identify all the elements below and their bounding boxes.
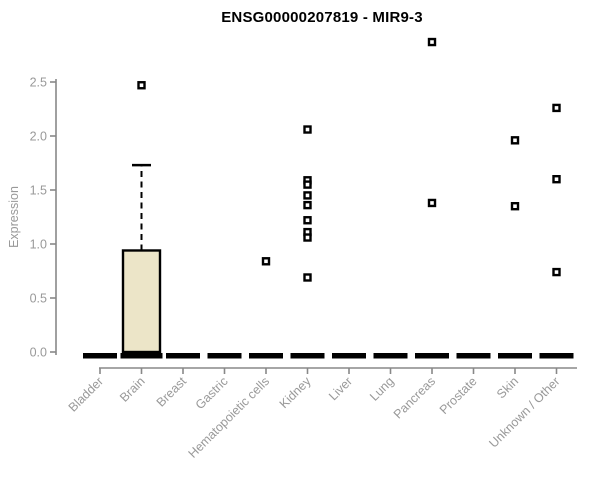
x-tick-label: Bladder — [66, 374, 106, 414]
outlier-point — [303, 216, 312, 225]
y-tick-label: 0.5 — [30, 292, 47, 306]
outlier-point — [552, 267, 561, 277]
outlier-point — [510, 201, 520, 211]
x-tick-label: Breast — [154, 374, 190, 410]
median-bar — [120, 353, 163, 359]
outlier-point — [303, 233, 312, 242]
median-bar — [290, 353, 325, 359]
x-tick-label: Prostate — [437, 374, 480, 417]
median-bar — [207, 353, 242, 359]
x-tick-label: Unknown / Other — [486, 374, 562, 450]
outlier-point — [427, 198, 437, 208]
median-bar — [456, 353, 491, 359]
median-bar — [332, 353, 366, 359]
median-bar — [166, 353, 200, 359]
outlier-point — [303, 273, 312, 282]
outlier-point — [552, 174, 561, 184]
x-tick-label: Gastric — [193, 374, 231, 412]
median-bar — [249, 353, 283, 359]
median-bar — [83, 353, 117, 359]
outlier-point — [303, 125, 312, 134]
y-tick-label: 0.0 — [30, 346, 47, 360]
outlier-point — [303, 191, 312, 200]
outlier-point — [510, 136, 520, 145]
x-tick-label: Pancreas — [391, 374, 438, 421]
x-tick-label: Skin — [494, 374, 521, 401]
y-tick-label: 2.5 — [30, 76, 47, 90]
box — [121, 249, 162, 354]
outlier-point — [552, 103, 561, 113]
median-bar — [498, 353, 532, 359]
y-tick-label: 1.5 — [30, 184, 47, 198]
median-bar — [539, 353, 574, 359]
x-tick-label: Brain — [117, 374, 148, 405]
chart-title: ENSG00000207819 - MIR9-3 — [221, 9, 423, 26]
y-tick-label: 1.0 — [30, 238, 47, 252]
x-tick-label: Lung — [367, 374, 397, 404]
median-bar — [373, 353, 408, 359]
median-bar — [415, 353, 449, 359]
outlier-point — [303, 180, 312, 189]
x-tick-label: Hematopoietic cells — [186, 374, 273, 461]
x-tick-label: Kidney — [277, 374, 314, 411]
outlier-point — [137, 81, 146, 90]
outlier-point — [427, 37, 437, 47]
outlier-point — [261, 257, 271, 266]
x-tick-label: Liver — [326, 374, 355, 403]
outlier-point — [303, 200, 312, 210]
y-tick-label: 2.0 — [30, 130, 47, 144]
